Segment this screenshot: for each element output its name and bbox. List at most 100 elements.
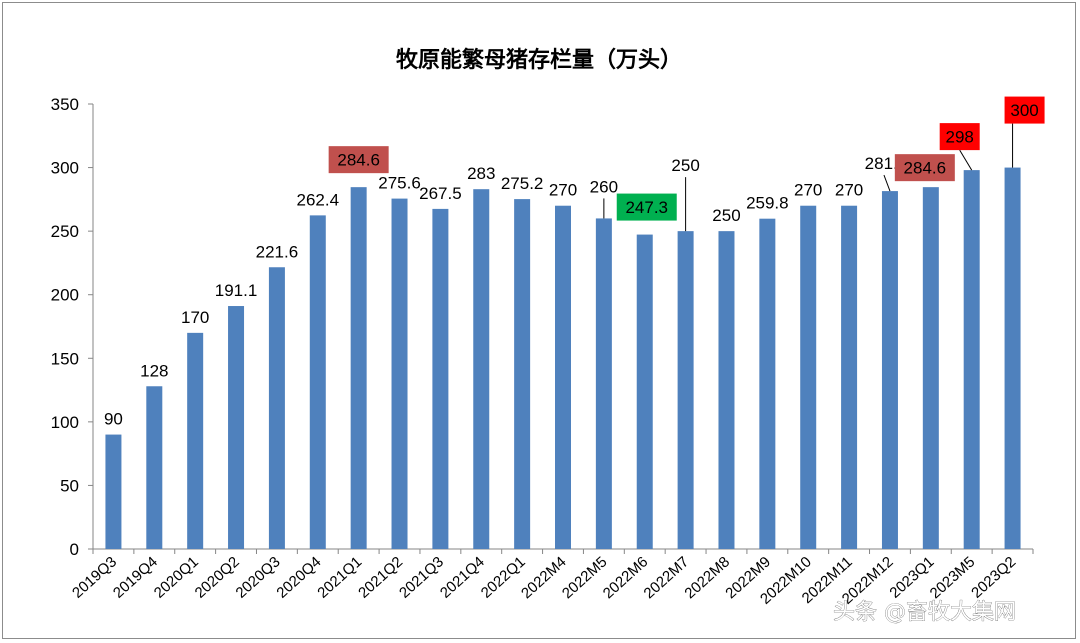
data-label-box (1004, 96, 1045, 124)
bar (677, 231, 694, 549)
x-tick-label: 2020Q4 (273, 553, 324, 601)
bar (595, 218, 612, 549)
bar (146, 386, 163, 549)
bar (800, 205, 817, 549)
data-label-group: 270 (549, 181, 577, 200)
data-label-group: 275.6 (378, 174, 421, 193)
bar (105, 434, 122, 549)
data-label: 300 (1010, 101, 1038, 120)
y-tick-label: 300 (51, 159, 79, 178)
x-tick-label: 2019Q4 (110, 553, 161, 601)
x-tick-label: 2021Q3 (396, 553, 447, 601)
bar (881, 191, 898, 550)
data-label-callout: 284.6 (894, 154, 955, 182)
data-label-callout: 298 (939, 123, 980, 171)
data-label-group: 128 (140, 361, 168, 380)
x-tick-label: 2023Q2 (968, 553, 1019, 601)
data-label: 284.6 (337, 151, 380, 170)
data-label-group: 283 (467, 164, 495, 183)
data-label: 170 (181, 308, 209, 327)
data-label: 275.2 (501, 174, 544, 193)
data-label-callout: 284.6 (328, 146, 389, 174)
data-label-group: 170 (181, 308, 209, 327)
x-tick-label: 2022M6 (600, 553, 652, 602)
data-label: 221.6 (256, 242, 299, 261)
data-label: 128 (140, 361, 168, 380)
data-label: 283 (467, 164, 495, 183)
bar (841, 205, 858, 549)
data-label-group: 270 (794, 181, 822, 200)
y-tick-label: 100 (51, 413, 79, 432)
data-label-group: 275.2 (501, 174, 544, 193)
leader-line (883, 174, 891, 192)
data-label: 270 (794, 181, 822, 200)
bar (268, 267, 285, 549)
data-label-callout: 247.3 (616, 193, 677, 221)
x-tick-label: 2023M5 (927, 553, 979, 602)
data-label-callout: 300 (1004, 96, 1045, 168)
bar (718, 231, 735, 549)
x-tick-label: 2022M5 (559, 553, 611, 602)
data-label: 270 (835, 181, 863, 200)
bar (1004, 167, 1021, 550)
data-label-group: 221.6 (256, 242, 299, 261)
data-label: 267.5 (419, 184, 462, 203)
y-tick-label: 50 (60, 476, 79, 495)
x-tick-label: 2020Q1 (151, 553, 202, 601)
x-tick-label: 2022M4 (518, 553, 570, 602)
data-label-box (616, 193, 677, 221)
data-label: 270 (549, 181, 577, 200)
x-tick-label: 2021Q2 (355, 553, 406, 601)
data-label: 262.4 (297, 190, 340, 209)
bar (432, 208, 449, 549)
watermark: 头条 @畜牧大集网 (833, 600, 1016, 625)
data-label-box (328, 146, 389, 174)
data-label-group: 260 (590, 177, 618, 219)
data-label-group: 262.4 (297, 190, 340, 209)
bar (514, 199, 531, 550)
bar (350, 187, 367, 549)
data-label: 259.8 (746, 194, 789, 213)
data-label: 90 (104, 410, 123, 429)
bar (187, 332, 204, 549)
data-label-group: 191.1 (215, 281, 258, 300)
x-tick-label: 2020Q2 (192, 553, 243, 601)
bar (922, 187, 939, 549)
bars-group (105, 167, 1021, 550)
x-tick-label: 2019Q3 (69, 553, 120, 601)
data-label-group: 250 (712, 206, 740, 225)
data-label: 298 (946, 128, 974, 147)
leader-line (959, 149, 973, 171)
x-tick-label: 2022M8 (681, 553, 733, 602)
bar (636, 234, 653, 549)
bar (963, 170, 980, 549)
data-label: 250 (712, 206, 740, 225)
data-label-group: 250 (671, 156, 700, 232)
data-label: 191.1 (215, 281, 258, 300)
bar (555, 205, 571, 549)
data-label-group: 259.8 (746, 194, 789, 213)
x-tick-label: 2020Q3 (233, 553, 284, 601)
data-label: 284.6 (904, 159, 947, 178)
y-tick-label: 0 (70, 540, 79, 559)
y-tick-label: 350 (51, 95, 79, 114)
data-label: 247.3 (625, 198, 668, 217)
data-label: 275.6 (378, 174, 421, 193)
data-label: 250 (671, 156, 699, 175)
data-label-group: 267.5 (419, 184, 462, 203)
bar-chart: 牧原能繁母猪存栏量（万头） 0 50 100 150 200 250 300 350 2019… (51, 47, 1045, 625)
x-axis: 2019Q32019Q42020Q12020Q22020Q32020Q42021… (69, 548, 1034, 608)
y-tick-label: 150 (51, 349, 79, 368)
bar (473, 189, 490, 549)
data-label-group: 270 (835, 181, 863, 200)
data-label-box (894, 154, 955, 182)
y-tick-label: 250 (51, 222, 79, 241)
x-tick-label: 2021Q1 (314, 553, 365, 601)
data-label-box (939, 123, 980, 151)
x-tick-label: 2022M7 (641, 553, 693, 602)
y-axis: 0 50 100 150 200 250 300 350 (51, 95, 94, 559)
x-tick-label: 2021Q4 (437, 553, 488, 601)
bar (228, 306, 245, 549)
